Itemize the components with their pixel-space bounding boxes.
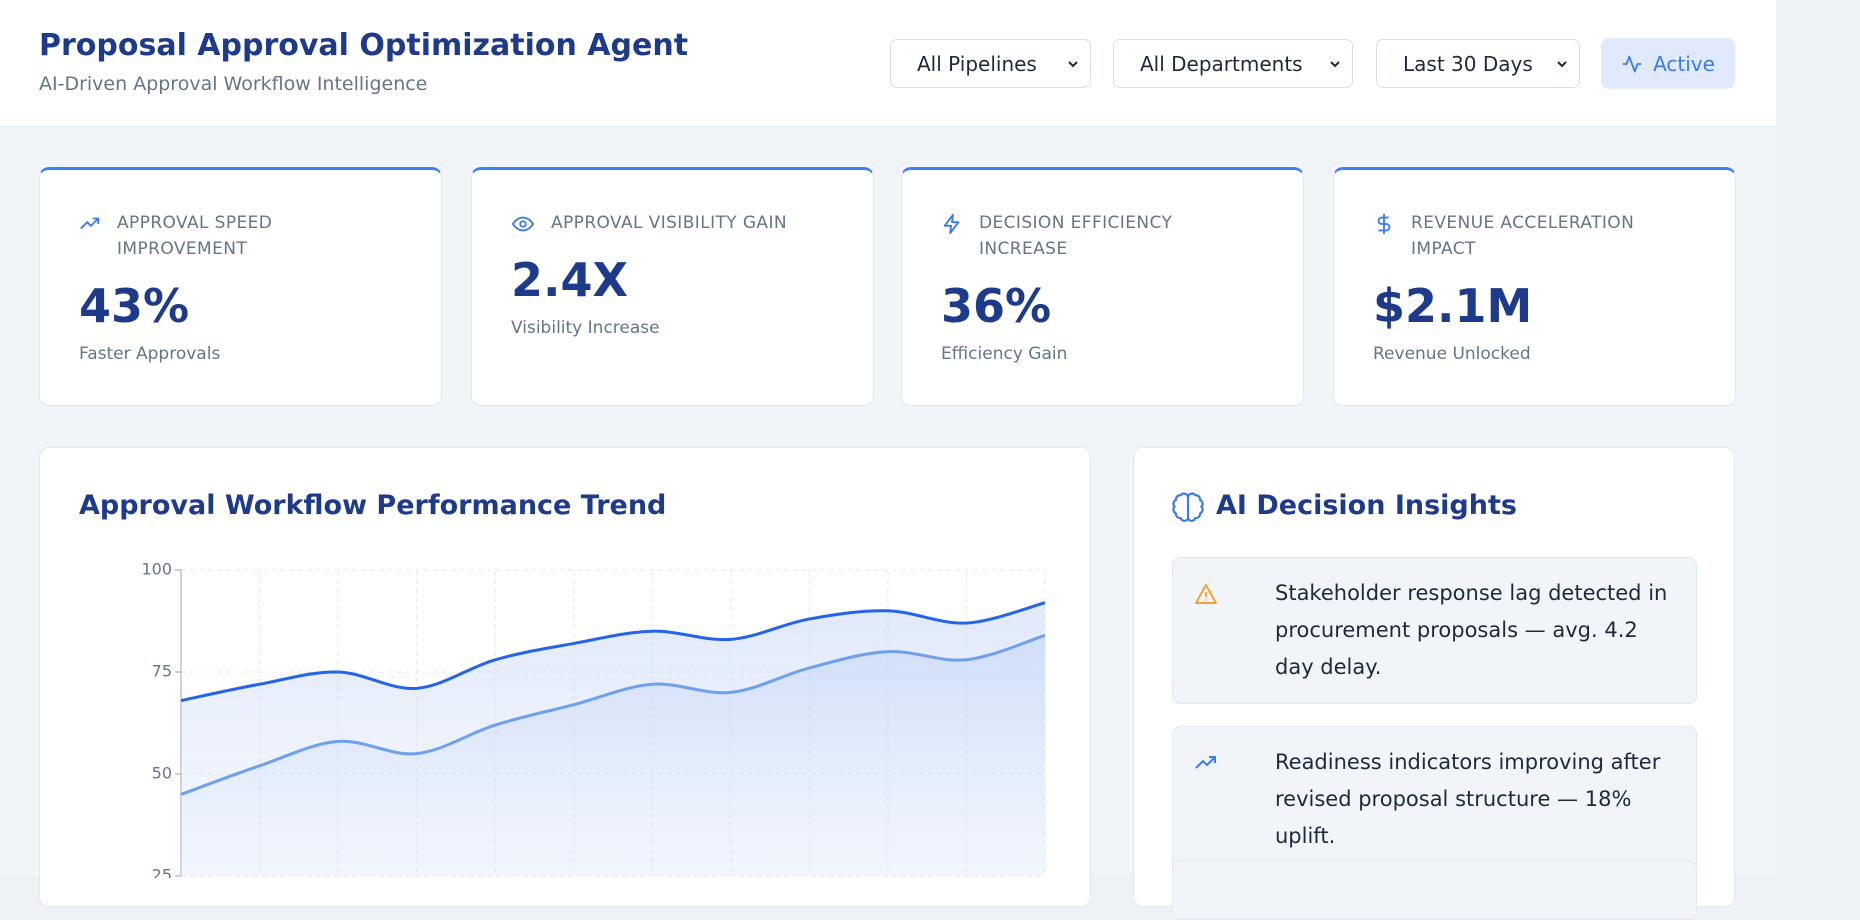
app: Proposal Approval Optimization Agent AI-…	[0, 0, 1776, 920]
body: Proposal Approval Optimization Agent AI-…	[0, 0, 1776, 920]
kpi-caption: Faster Approvals	[79, 344, 221, 364]
kpi-value: 43%	[79, 279, 190, 333]
trend-icon	[1195, 756, 1216, 769]
kpi-label: APPROVAL SPEED IMPROVEMENT	[117, 213, 273, 259]
kpi-caption: Visibility Increase	[511, 318, 660, 338]
kpi-caption: Efficiency Gain	[941, 344, 1068, 364]
y-tick-label: 75	[152, 662, 172, 681]
area	[181, 635, 1045, 876]
chart: 25 50 75 100	[141, 560, 1046, 879]
kpi-label: REVENUE ACCELERATION IMPACT	[1411, 213, 1635, 259]
select-text: All Pipelines	[917, 51, 1037, 76]
page-title: Proposal Approval Optimization Agent	[39, 28, 689, 63]
trend-icon	[80, 217, 100, 230]
y-tick-label: 50	[152, 764, 172, 783]
kpi-value: 2.4X	[511, 253, 628, 307]
activity-icon	[1622, 55, 1642, 72]
chevron	[1330, 61, 1340, 68]
kpi-card: APPROVAL SPEED IMPROVEMENT 43% Faster Ap…	[39, 167, 442, 406]
chevron	[1068, 61, 1078, 68]
page-subtitle: AI-Driven Approval Workflow Intelligence	[39, 73, 428, 95]
page: Proposal Approval Optimization Agent {"h…	[0, 0, 1776, 920]
chart-card: Approval Workflow Performance Trend 25 50…	[39, 447, 1091, 907]
kpi-value: $2.1M	[1373, 279, 1533, 333]
bolt-icon	[943, 213, 960, 235]
select-text: Last 30 Days	[1403, 51, 1533, 76]
eye-icon	[511, 216, 535, 232]
pipeline-select[interactable]: All Pipelines	[890, 39, 1091, 88]
kpi-label: APPROVAL VISIBILITY GAIN	[551, 213, 787, 233]
insight-item: Stakeholder response lag detected in pro…	[1172, 557, 1697, 704]
line	[180, 601, 1046, 703]
status-badge[interactable]: Active	[1601, 38, 1735, 89]
line	[180, 633, 1046, 796]
insight-text: Readiness indicators improving after rev…	[1275, 750, 1661, 848]
kpi-card: REVENUE ACCELERATION IMPACT $2.1M Revenu…	[1333, 167, 1736, 406]
y-tick-label: 100	[141, 560, 172, 579]
kpi-card: DECISION EFFICIENCY INCREASE 36% Efficie…	[901, 167, 1304, 406]
kpi-value: 36%	[941, 279, 1052, 333]
dollar-icon	[1377, 213, 1391, 235]
header: Proposal Approval Optimization Agent AI-…	[0, 0, 1776, 127]
status-text: Active	[1653, 51, 1715, 76]
y-tick-label: 25	[152, 866, 172, 879]
period-select[interactable]: Last 30 Days	[1376, 39, 1580, 88]
chevron	[1557, 61, 1567, 68]
insights-card: AI Decision Insights Stakeholder respons…	[1133, 447, 1735, 920]
kpi-card: APPROVAL VISIBILITY GAIN 2.4X Visibility…	[471, 167, 874, 406]
kpi-label: DECISION EFFICIENCY INCREASE	[979, 213, 1173, 259]
insight-text: Stakeholder response lag detected in pro…	[1275, 581, 1668, 679]
kpi-caption: Revenue Unlocked	[1373, 344, 1531, 364]
brain-icon	[1172, 492, 1204, 522]
insights-title: AI Decision Insights	[1216, 490, 1517, 521]
select-text: All Departments	[1140, 51, 1303, 76]
insight-item: Readiness indicators improving after rev…	[1172, 726, 1697, 873]
department-select[interactable]: All Departments	[1113, 39, 1353, 88]
insight-item	[1172, 860, 1697, 920]
warning-icon	[1195, 584, 1217, 604]
chart-title: Approval Workflow Performance Trend	[79, 490, 667, 521]
